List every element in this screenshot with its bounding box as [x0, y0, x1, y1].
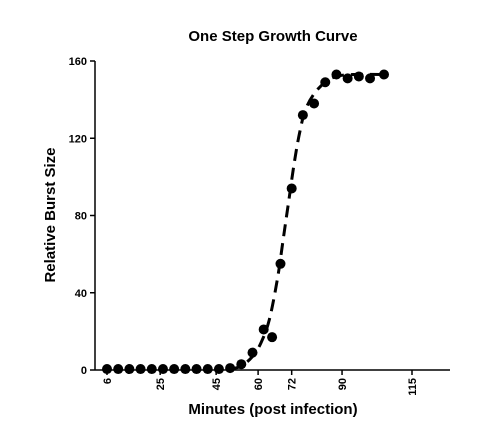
- data-point: [258, 324, 269, 335]
- x-tick-label: 72: [287, 378, 299, 390]
- data-points: [102, 69, 390, 375]
- plot-area: 0 40 80 120 160 6 25 45 60 72 90 115: [69, 56, 450, 396]
- x-tick-label: 45: [211, 378, 223, 390]
- data-point: [157, 364, 168, 375]
- data-point: [124, 364, 135, 375]
- x-tick-label: 115: [407, 378, 419, 396]
- data-point: [331, 69, 342, 80]
- data-point: [113, 364, 124, 375]
- x-axis-label: Minutes (post infection): [188, 401, 357, 418]
- y-tick-label: 0: [81, 365, 87, 377]
- data-point: [102, 364, 112, 375]
- data-point: [365, 73, 376, 84]
- data-point: [213, 364, 224, 375]
- data-point: [236, 359, 247, 370]
- fit-curve: [229, 72, 387, 371]
- x-tick-label: 25: [155, 378, 167, 390]
- data-point: [275, 258, 286, 269]
- data-point: [353, 71, 364, 82]
- data-point: [342, 73, 353, 84]
- x-tick-label: 6: [102, 378, 114, 384]
- data-point: [191, 364, 202, 375]
- y-tick-label: 120: [69, 133, 87, 145]
- data-point: [135, 364, 146, 375]
- data-point: [297, 110, 308, 121]
- data-point: [180, 364, 191, 375]
- y-ticks: 0 40 80 120 160: [69, 56, 95, 377]
- data-point: [320, 77, 331, 88]
- data-point: [146, 364, 157, 375]
- chart-title: One Step Growth Curve: [188, 28, 357, 45]
- y-tick-label: 40: [75, 288, 87, 300]
- x-ticks: 6 25 45 60 72 90 115: [102, 370, 419, 396]
- y-axis-label: Relative Burst Size: [42, 147, 59, 282]
- data-point: [309, 98, 320, 109]
- data-point: [267, 332, 278, 343]
- data-point: [379, 69, 390, 80]
- data-point: [225, 363, 236, 374]
- data-point: [286, 183, 297, 194]
- data-point: [247, 347, 258, 358]
- y-tick-label: 160: [69, 56, 87, 68]
- data-point: [202, 364, 213, 375]
- x-tick-label: 90: [337, 378, 349, 390]
- x-tick-label: 60: [253, 378, 265, 390]
- y-tick-label: 80: [75, 211, 87, 223]
- data-point: [169, 364, 180, 375]
